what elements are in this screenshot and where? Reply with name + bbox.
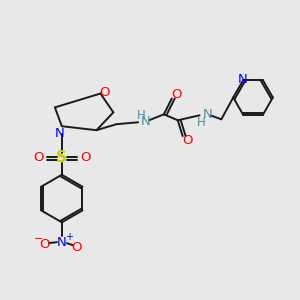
Text: N: N — [237, 73, 247, 86]
Text: N: N — [141, 115, 151, 128]
Text: N: N — [55, 127, 65, 140]
Text: N: N — [57, 236, 67, 249]
Text: −: − — [33, 234, 43, 244]
Text: O: O — [172, 88, 182, 101]
Text: H: H — [197, 116, 206, 129]
Text: O: O — [80, 152, 91, 164]
Text: H: H — [137, 109, 146, 122]
Text: O: O — [40, 238, 50, 250]
Text: S: S — [56, 150, 67, 165]
Text: O: O — [182, 134, 193, 147]
Text: O: O — [71, 241, 82, 254]
Text: O: O — [99, 86, 110, 99]
Text: N: N — [202, 108, 212, 121]
Text: +: + — [65, 232, 73, 242]
Text: O: O — [33, 152, 43, 164]
